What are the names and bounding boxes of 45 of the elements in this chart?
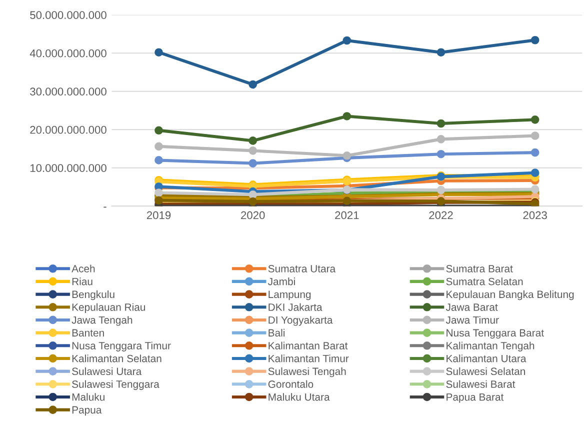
legend-label: Maluku Utara (268, 393, 330, 401)
x-tick-label: 2022 (429, 211, 453, 220)
legend-label: Bali (268, 328, 285, 337)
legend-label: Maluku (72, 393, 104, 401)
x-tick-label: 2021 (335, 211, 359, 220)
legend-label: Kepulauan Riau (72, 303, 146, 313)
legend-label: Papua Barat (446, 393, 504, 403)
legend-label: Sulawesi Tengah (268, 367, 346, 378)
legend-label: Kalimantan Barat (268, 342, 348, 350)
legend-label: Sulawesi Utara (72, 367, 142, 376)
y-tick-label: 40.000.000.000 (30, 49, 106, 58)
legend-label: Sulawesi Barat (446, 380, 516, 388)
y-tick-label: 30.000.000.000 (30, 88, 106, 96)
legend-label: Sulawesi Tenggara (72, 380, 160, 390)
legend-label: Nusa Tenggara Timur (72, 342, 171, 352)
legend-label: Nusa Tenggara Barat (446, 329, 544, 339)
legend-label: Kalimantan Selatan (72, 354, 162, 362)
x-tick-label: 2020 (241, 211, 265, 220)
legend-label: Sumatra Selatan (446, 278, 523, 286)
legend-label: Kepulauan Bangka Belitung (446, 290, 574, 300)
legend-label: Banten (72, 329, 104, 337)
y-tick-label: - (104, 206, 106, 208)
legend-label: Gorontalo (268, 380, 314, 388)
y-tick-label: 10.000.000.000 (30, 164, 106, 172)
legend-label: Jawa Barat (446, 304, 498, 311)
legend-label: Sumatra Barat (446, 265, 513, 272)
legend-label: Kalimantan Utara (446, 354, 526, 362)
legend-label: Jawa Timur (446, 316, 499, 324)
legend-label: Riau (72, 278, 92, 286)
legend-label: Kalimantan Timur (268, 354, 349, 362)
legend-label: Kalimantan Tengah (446, 342, 534, 352)
legend-label: Papua (72, 406, 102, 416)
legend-label: Jambi (268, 278, 295, 286)
legend-label: DKI Jakarta (268, 303, 322, 311)
legend-label: Lampung (268, 290, 311, 300)
legend-label: Bengkulu (72, 290, 114, 300)
legend-label: Jawa Tengah (72, 316, 132, 326)
legend-label: DI Yogyakarta (268, 316, 333, 326)
y-tick-label: 20.000.000.000 (30, 126, 106, 134)
x-tick-label: 2023 (523, 211, 547, 220)
y-tick-label: 50.000.000.000 (30, 11, 106, 20)
legend-label: Sumatra Utara (268, 265, 336, 272)
x-tick-label: 2019 (146, 211, 171, 220)
legend-label: Sulawesi Selatan (446, 367, 525, 376)
legend-label: Aceh (72, 264, 95, 272)
